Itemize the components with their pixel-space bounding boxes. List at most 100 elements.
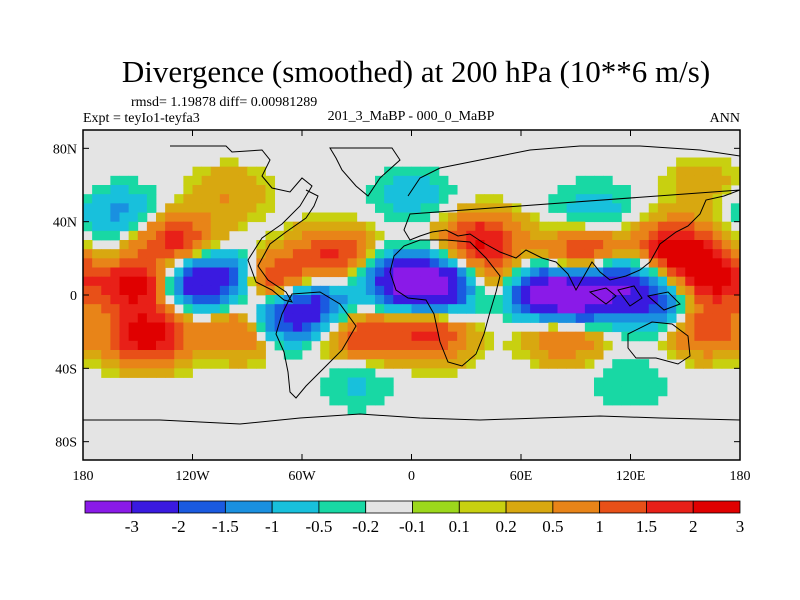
field-cell [274,285,285,296]
field-cell [292,276,303,287]
field-cell [292,230,303,241]
field-cell [429,258,440,268]
field-cell [256,258,266,268]
field-cell [566,212,577,223]
maritime-islands-coastline [588,285,681,311]
season-label: ANN [710,111,740,126]
field-cell [119,185,130,195]
field-cell [329,212,339,223]
field-cell [393,276,403,287]
field-cell [110,194,120,204]
field-cell [539,267,549,278]
field-cell [475,249,485,259]
field-cell [575,313,586,323]
field-cell [329,258,339,268]
stats-label: rmsd= 1.19878 diff= 0.00981289 [131,95,317,110]
field-cell [703,359,714,369]
field-cell [448,359,458,369]
field-cell [229,350,239,360]
field-cell [384,212,394,223]
field-cell [156,285,166,296]
field-cell [329,304,339,314]
field-cell [493,212,504,223]
field-cell [174,276,184,287]
field-cell [603,295,613,305]
field-cell [320,377,330,388]
africa-coastline [389,239,501,367]
field-cell [256,194,266,204]
field-cell [703,175,714,186]
field-cell [730,322,740,333]
field-cell [502,304,513,314]
field-cell [238,267,248,278]
field-cell [639,368,650,378]
field-cell [685,221,695,232]
field-cell [612,285,622,296]
field-cell [119,175,130,186]
field-cell [274,295,285,305]
field-cell [338,258,349,268]
field-cell [311,285,321,296]
field-cell [165,240,175,250]
south-america-coastline [275,291,357,399]
field-cell [557,249,568,259]
field-cell [292,240,303,250]
field-cell [375,395,385,406]
field-cell [621,194,631,204]
field-cell [685,276,695,287]
field-cell [238,285,248,296]
field-cell [420,175,431,186]
field-cell [393,194,403,204]
field-cell [676,157,686,168]
field-cell [329,395,339,406]
field-cell [475,295,485,305]
colorbar-label: 0.1 [449,517,470,536]
field-cell [384,313,394,323]
field-cell [219,157,230,168]
field-cell [621,304,631,314]
field-cell [83,295,93,305]
field-cell [201,295,212,305]
field-cell [685,322,695,333]
field-cell [183,212,193,223]
field-cell [174,203,184,213]
field-cell [156,331,166,342]
field-cell [548,322,558,333]
field-cell [703,331,714,342]
field-cell [657,322,668,333]
field-cell [411,285,422,296]
field-cell [612,212,622,223]
field-cell [174,221,184,232]
field-cell [712,295,723,305]
field-cell [92,185,102,195]
field-cell [429,194,440,204]
field-cell [703,203,714,213]
field-cell [229,285,239,296]
field-cell [165,359,175,369]
field-cell [146,258,157,268]
field-cell [210,267,221,278]
field-cell [721,313,732,323]
field-cell [511,258,522,268]
field-cell [557,185,568,195]
field-cell [557,230,568,241]
field-cell [375,322,385,333]
field-cell [338,212,349,223]
field-cell [694,350,704,360]
field-cell [438,267,449,278]
field-cell [384,194,394,204]
field-cell [438,212,449,223]
field-cell [639,221,650,232]
field-cell [575,340,586,351]
field-cell [493,258,504,268]
field-cell [712,267,723,278]
field-cell [292,331,303,342]
field-cell [548,194,558,204]
field-cell [283,258,294,268]
field-cell [448,295,458,305]
field-cell [502,203,513,213]
field-cell [584,185,595,195]
field-cell [338,221,349,232]
field-cell [265,230,276,241]
field-cell [630,313,641,323]
